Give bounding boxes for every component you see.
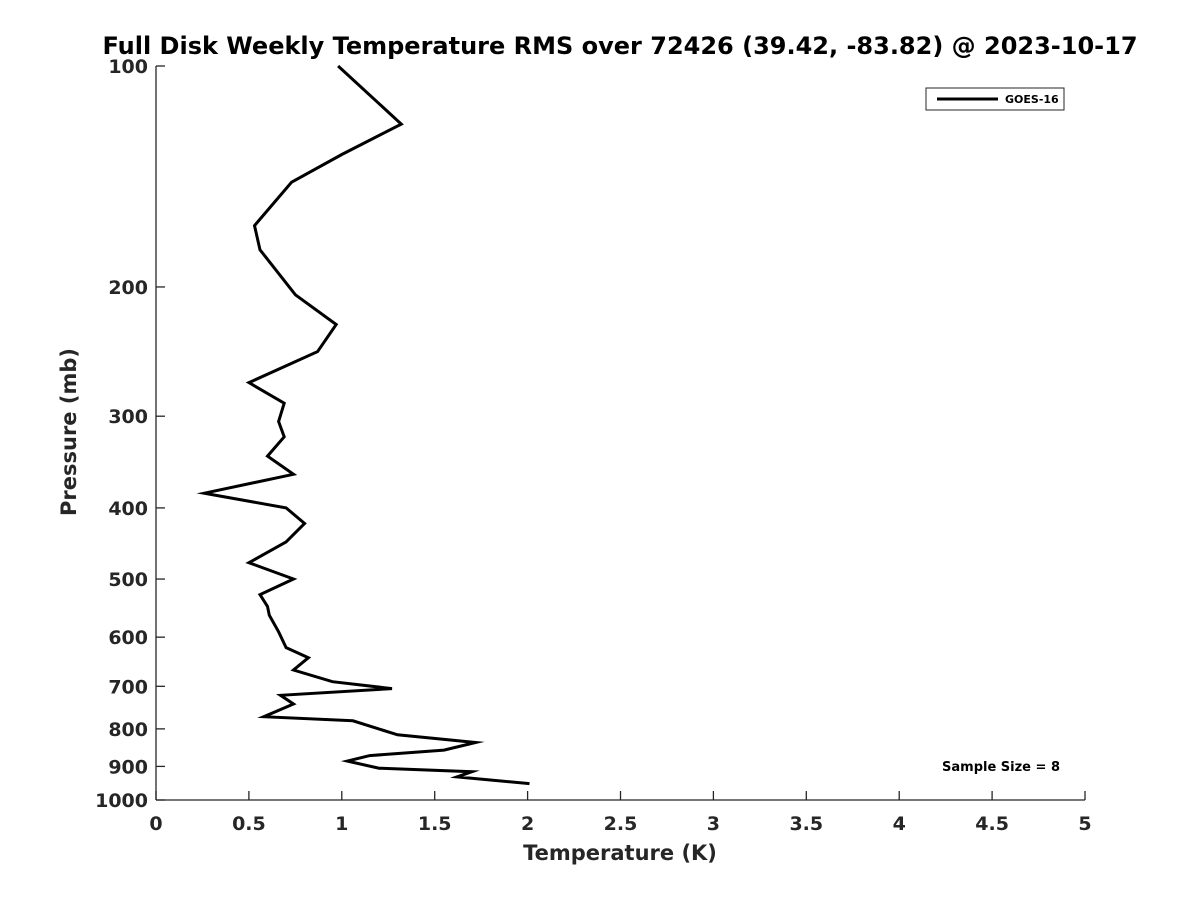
y-tick-label: 300 xyxy=(108,406,148,428)
y-tick-label: 100 xyxy=(108,56,148,78)
y-tick-label: 200 xyxy=(108,277,148,299)
y-tick-label: 700 xyxy=(108,676,148,698)
x-tick-label: 4.5 xyxy=(975,813,1009,835)
y-tick-label: 1000 xyxy=(95,790,148,812)
x-tick-label: 0 xyxy=(149,813,162,835)
y-tick-label: 400 xyxy=(108,498,148,520)
x-tick-label: 0.5 xyxy=(232,813,266,835)
y-tick-label: 800 xyxy=(108,719,148,741)
x-tick-label: 3 xyxy=(707,813,720,835)
sample-size-annotation: Sample Size = 8 xyxy=(942,760,1060,775)
x-tick-label: 2 xyxy=(521,813,534,835)
y-axis-label: Pressure (mb) xyxy=(57,348,81,516)
x-tick-label: 2.5 xyxy=(604,813,638,835)
x-axis-ticks: 0 0.5 1 1.5 2 2.5 3 3.5 4 4.5 5 xyxy=(149,791,1092,835)
series-line-goes-16 xyxy=(196,64,530,786)
chart-title: Full Disk Weekly Temperature RMS over 72… xyxy=(102,32,1137,60)
x-axis-label: Temperature (K) xyxy=(523,841,717,865)
plot-axes xyxy=(155,66,1085,801)
x-tick-label: 1 xyxy=(335,813,348,835)
x-tick-label: 1.5 xyxy=(418,813,452,835)
legend: GOES-16 xyxy=(925,87,1065,111)
x-tick-label: 3.5 xyxy=(789,813,823,835)
series-layer xyxy=(196,64,530,786)
y-tick-label: 900 xyxy=(108,756,148,778)
legend-label: GOES-16 xyxy=(1005,93,1059,106)
y-axis-ticks: 100 200 300 400 500 600 700 800 900 1000 xyxy=(95,56,165,812)
y-tick-label: 600 xyxy=(108,627,148,649)
x-tick-label: 5 xyxy=(1078,813,1091,835)
x-tick-label: 4 xyxy=(893,813,906,835)
y-tick-label: 500 xyxy=(108,569,148,591)
